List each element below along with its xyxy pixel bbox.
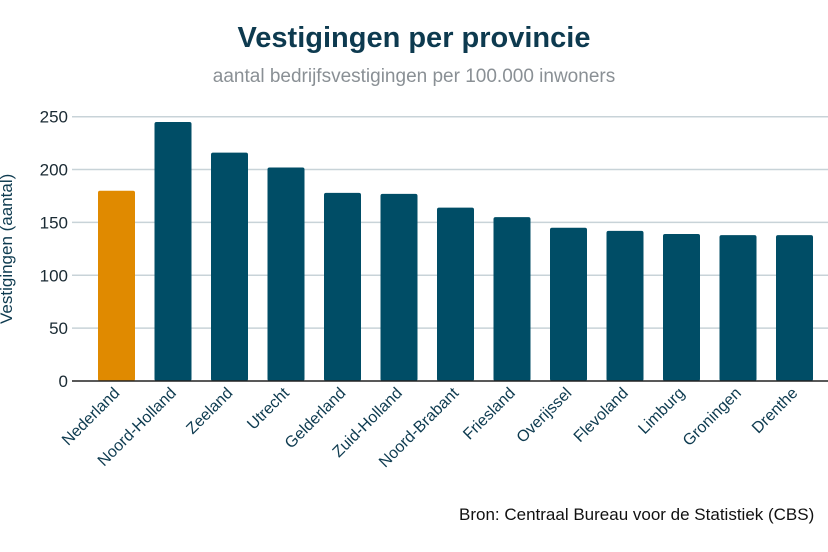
x-tick-label: Zeeland xyxy=(183,385,236,438)
y-tick-label: 200 xyxy=(40,161,68,180)
bar-nederland xyxy=(98,190,135,381)
bar-drenthe xyxy=(776,235,813,381)
y-tick-label: 100 xyxy=(40,266,68,285)
x-tick-label: Friesland xyxy=(460,385,519,444)
chart-title: Vestigingen per provincie xyxy=(237,22,591,54)
bar-gelderland xyxy=(324,192,361,381)
y-tick-label: 250 xyxy=(40,108,68,127)
bar-noord-holland xyxy=(154,121,192,382)
x-tick-label: Utrecht xyxy=(244,384,293,433)
bar-utrecht xyxy=(267,167,305,381)
bar-groningen xyxy=(719,235,757,381)
bar-limburg xyxy=(663,234,700,381)
x-tick-label: Overijssel xyxy=(514,385,576,447)
y-tick-label: 0 xyxy=(59,372,68,391)
bar-zeeland xyxy=(211,152,248,381)
y-axis-label: Vestigingen (aantal) xyxy=(0,174,16,324)
y-tick-label: 50 xyxy=(49,319,68,338)
x-tick-label: Limburg xyxy=(635,385,688,438)
bar-flevoland xyxy=(606,230,644,381)
source-note: Bron: Centraal Bureau voor de Statistiek… xyxy=(459,505,815,524)
bar-friesland xyxy=(493,217,531,381)
x-tick-label: Drenthe xyxy=(749,385,801,437)
x-tick-label: Groningen xyxy=(680,385,745,450)
bar-noord-brabant xyxy=(437,207,474,381)
y-tick-label: 150 xyxy=(40,213,68,232)
x-tick-label: Flevoland xyxy=(571,385,632,446)
chart-subtitle: aantal bedrijfsvestigingen per 100.000 i… xyxy=(212,66,616,87)
bar-overijssel xyxy=(550,227,587,381)
bar-zuid-holland xyxy=(380,193,418,381)
